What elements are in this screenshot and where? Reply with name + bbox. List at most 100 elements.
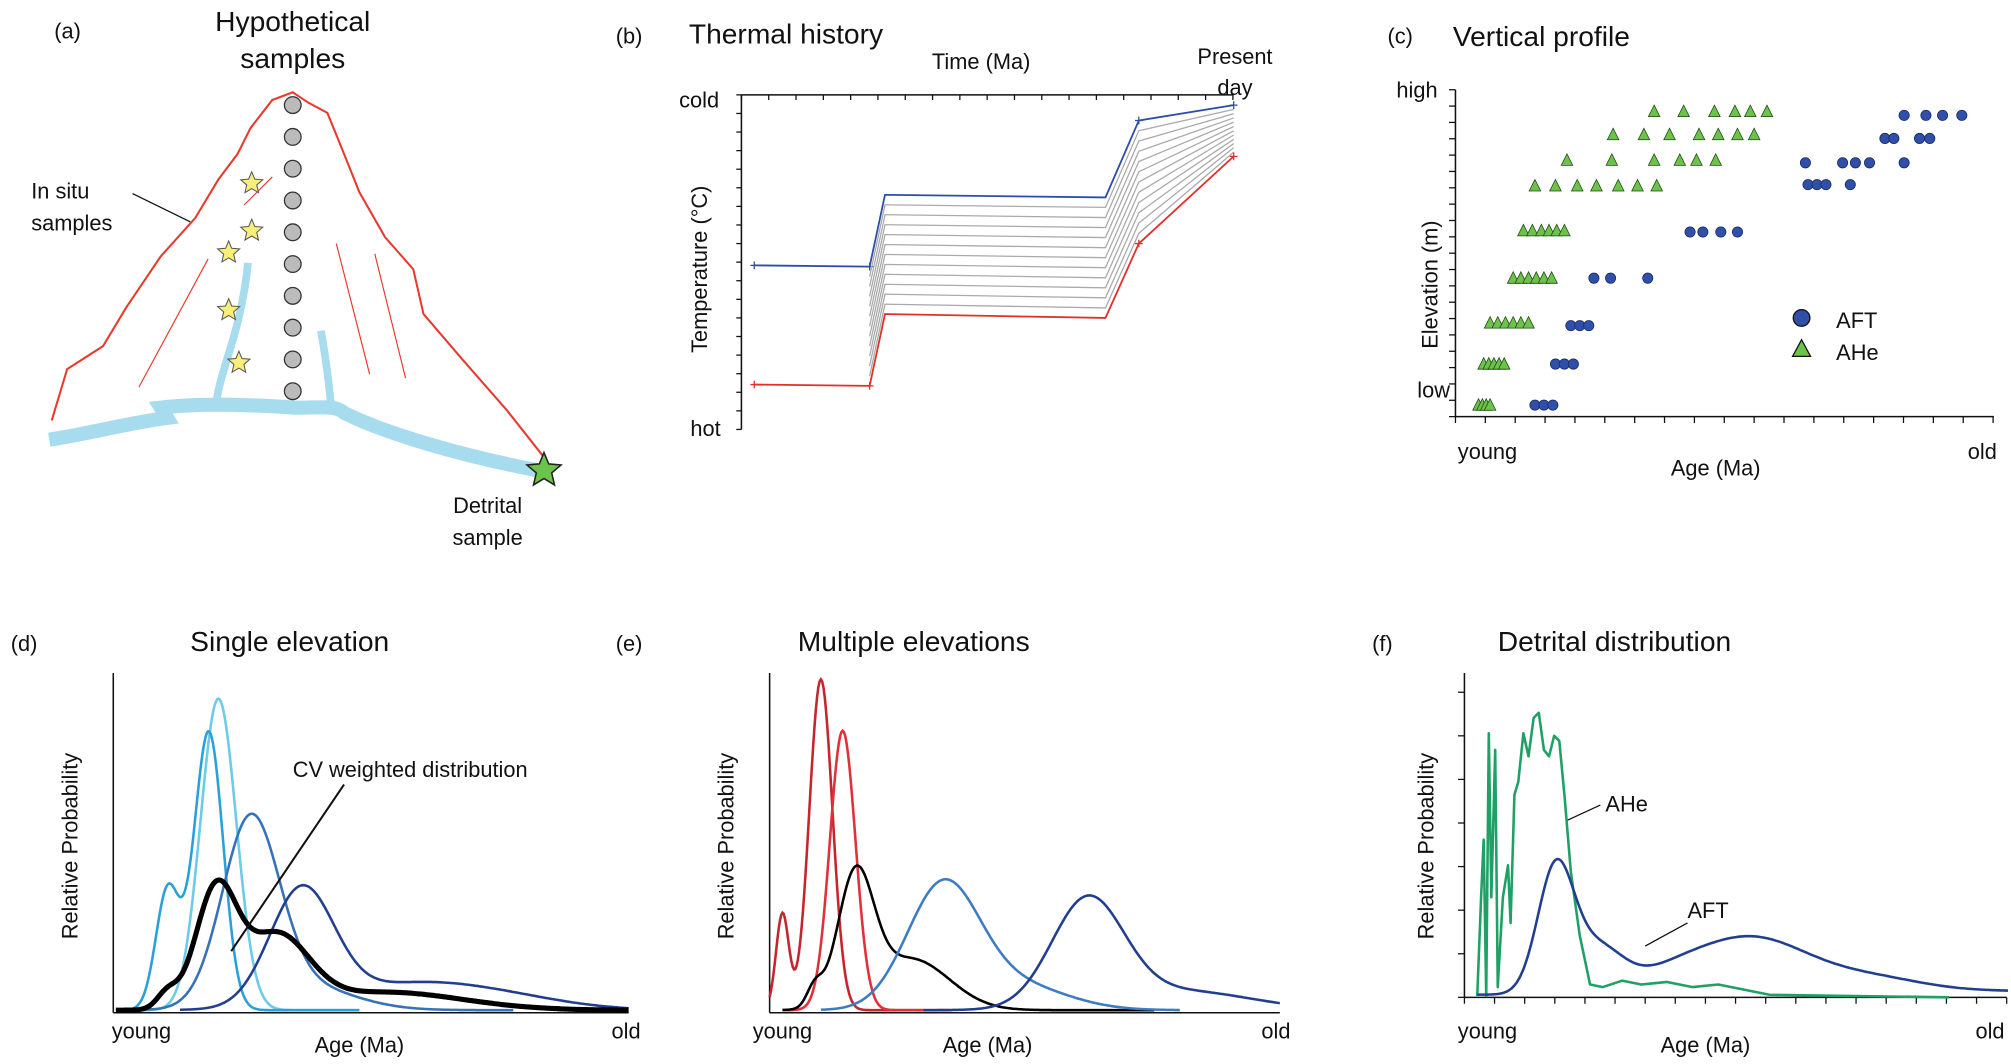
aft-point [1898, 157, 1910, 169]
aft-point [1849, 157, 1861, 169]
aft-point [1914, 132, 1926, 144]
leader-line [1566, 804, 1601, 822]
ahe-point [1760, 104, 1774, 118]
panel-e: (e) Multiple elevations Relative Probabi… [616, 625, 1291, 1057]
panel-c: (c) Vertical profile high low Elevation … [1388, 20, 1997, 480]
ahe-point [1606, 127, 1620, 141]
density-curve [782, 864, 1155, 1012]
density-curve [141, 812, 514, 1012]
label: Present [1197, 44, 1272, 69]
ahe-point [1570, 178, 1584, 192]
ahe-point [1690, 152, 1703, 166]
axis-label: Relative Probability [1414, 753, 1439, 940]
aft-point [1697, 226, 1709, 238]
ahe-point [1728, 104, 1742, 118]
legend-label: AHe [1836, 340, 1878, 365]
ahe-point [1525, 223, 1539, 237]
panel-label: (a) [54, 18, 81, 43]
label: day [1217, 75, 1252, 100]
tributary [211, 262, 252, 408]
detrital-star [525, 450, 563, 487]
ahe-point [1631, 178, 1644, 192]
star [239, 217, 265, 242]
leader-line [132, 192, 191, 223]
axis-end-label: young [1458, 439, 1517, 464]
aft-point [1567, 358, 1579, 370]
ahe-point [1542, 223, 1556, 237]
panel-label: (e) [616, 631, 643, 656]
axis-end-label: cold [679, 88, 719, 113]
leader-line [230, 783, 345, 952]
aft-point [1715, 226, 1727, 238]
ahe-point [1549, 178, 1562, 192]
label: samples [31, 211, 112, 236]
ahe-point [1522, 315, 1535, 329]
aft-point [1731, 226, 1743, 238]
star [226, 349, 252, 374]
ahe-point [1677, 104, 1691, 118]
ahe-curve [1475, 711, 1950, 999]
aft-point [1642, 272, 1654, 284]
ahe-point [1743, 104, 1757, 118]
ahe-point [1491, 315, 1505, 329]
axis-label: Age (Ma) [315, 1032, 405, 1057]
sample-dot [283, 318, 302, 337]
axis-label: Temperature (°C) [687, 186, 712, 353]
sample-dot [283, 191, 302, 210]
thermal-path-intermediate [868, 108, 1234, 277]
ahe-point [1534, 223, 1548, 237]
aft-point [1864, 157, 1876, 169]
node-mark [1134, 239, 1143, 248]
ahe-point [1558, 223, 1571, 237]
axis-label: Relative Probability [714, 753, 739, 940]
star [216, 239, 241, 263]
label: sample [452, 525, 522, 550]
density-curve [128, 697, 360, 1012]
panel-title: Vertical profile [1453, 20, 1630, 52]
panel-d: (d) Single elevation Relative Probabilit… [11, 625, 641, 1057]
thermal-path-intermediate [868, 113, 1234, 287]
ahe-point [1663, 127, 1676, 141]
label: Detrital [453, 493, 522, 518]
aft-point [1844, 179, 1856, 191]
sample-dot [283, 159, 302, 178]
aft-point [1937, 109, 1949, 121]
thermal-path-intermediate [868, 125, 1234, 317]
node-mark [1229, 101, 1238, 109]
density-curve [115, 877, 629, 1013]
density-curve [179, 883, 629, 1012]
ahe-point [1529, 270, 1543, 284]
ahe-point [1611, 178, 1625, 192]
panel-title: Thermal history [689, 18, 884, 50]
ahe-point [1483, 315, 1497, 329]
ahe-point [1506, 315, 1520, 329]
label: In situ [31, 179, 89, 204]
ahe-point [1537, 270, 1551, 284]
axis-end-label: young [753, 1018, 812, 1043]
panel-label: (c) [1388, 24, 1413, 49]
thermal-path-intermediate [868, 143, 1235, 357]
aft-point [1547, 399, 1559, 411]
thermal-path-intermediate [868, 147, 1235, 367]
aft-point [1837, 157, 1849, 169]
ahe-point [1506, 270, 1520, 284]
ahe-point [1605, 152, 1619, 166]
ahe-point [1483, 397, 1497, 411]
thermal-path [754, 155, 1235, 387]
ahe-point [1545, 270, 1558, 284]
annotation: CV weighted distribution [293, 757, 528, 782]
node-mark [750, 261, 759, 270]
panel-title: Detrital distribution [1498, 625, 1731, 657]
ahe-point [1514, 270, 1528, 284]
aft-point [1605, 272, 1617, 284]
ahe-point [1517, 223, 1530, 237]
aft-point [1956, 109, 1968, 121]
axis-end-label: old [612, 1018, 641, 1043]
sample-dot [283, 286, 302, 305]
axis-end-label: old [1975, 1018, 2004, 1043]
ahe-point [1711, 127, 1725, 141]
ahe-point [1514, 315, 1528, 329]
ahe-point [1747, 127, 1761, 141]
ahe-point [1497, 356, 1511, 370]
axis-end-label: high [1396, 77, 1437, 102]
